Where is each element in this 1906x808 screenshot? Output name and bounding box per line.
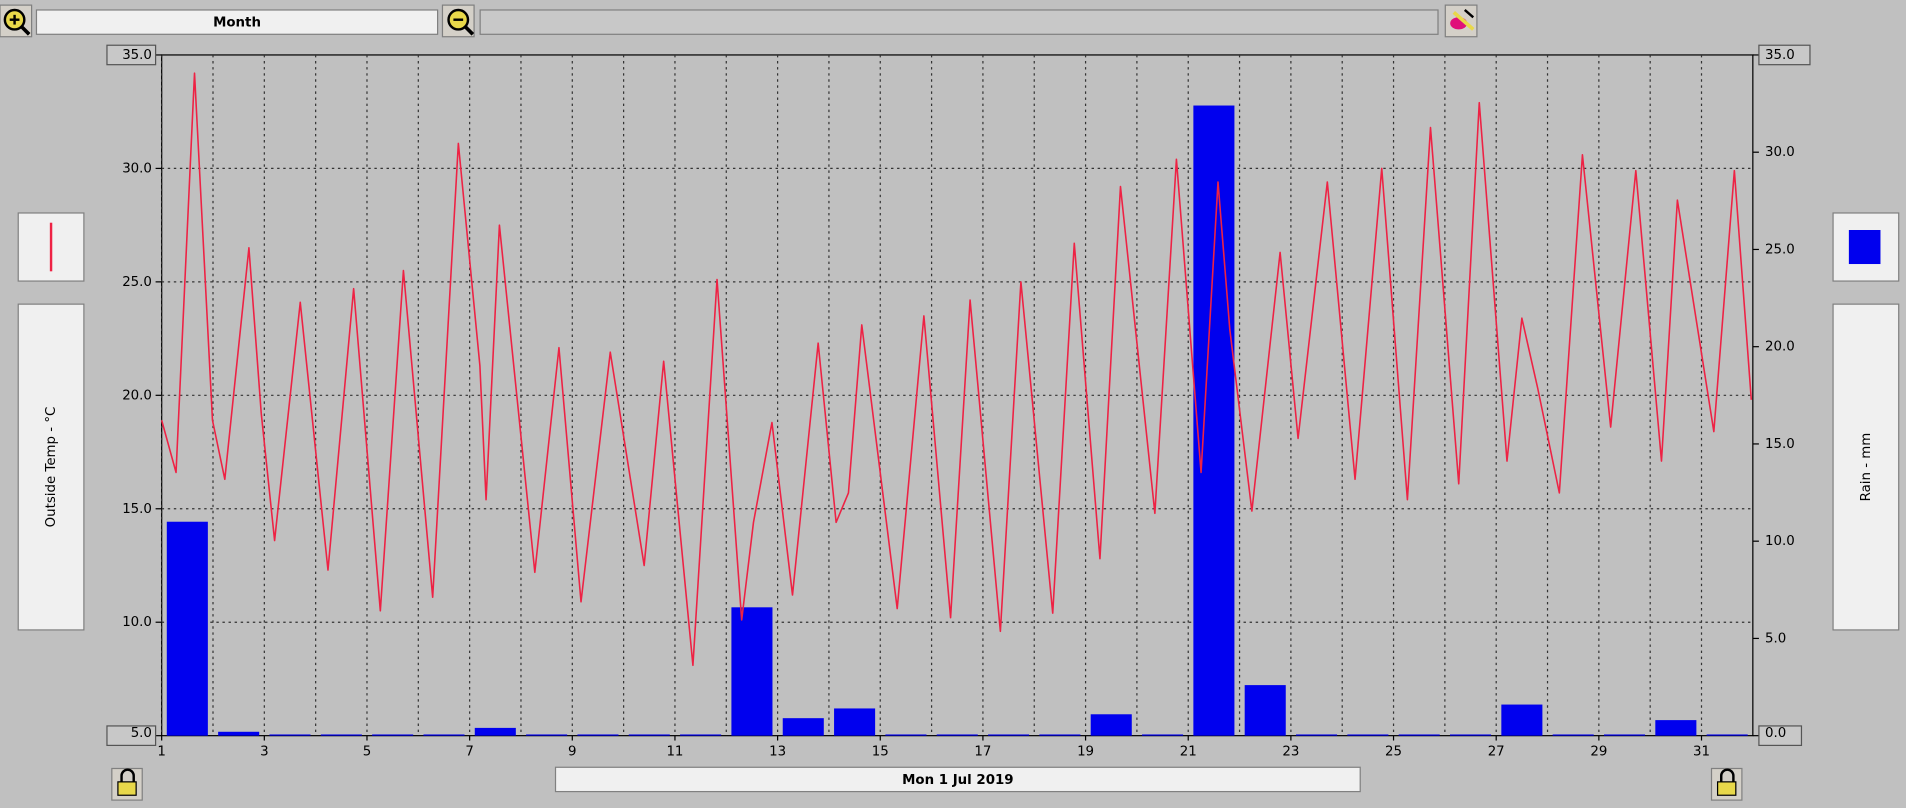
rain-bar xyxy=(423,734,465,736)
color-picker-button[interactable] xyxy=(1444,4,1478,38)
y2-tick-label: 5.0 xyxy=(1765,631,1786,646)
x-tick-label: 1 xyxy=(157,744,166,759)
rain-bar xyxy=(1193,105,1235,736)
rain-bar xyxy=(1706,734,1748,736)
y2-tick-label: 30.0 xyxy=(1765,145,1795,160)
rain-bar xyxy=(577,734,619,736)
y-axis-title: Outside Temp - °C xyxy=(44,407,59,528)
x-tick-label: 17 xyxy=(974,744,991,759)
rain-bar xyxy=(680,734,722,736)
temp-axis-panel[interactable] xyxy=(17,303,85,631)
y-tick-label: 20.0 xyxy=(122,388,152,403)
x-tick-label: 21 xyxy=(1180,744,1197,759)
x-tick-label: 7 xyxy=(465,744,473,759)
temp-legend-swatch[interactable] xyxy=(17,212,85,282)
y2-tick-label: 10.0 xyxy=(1765,534,1795,549)
rain-bar xyxy=(474,727,516,736)
rain-bar xyxy=(372,734,414,736)
rain-bar xyxy=(731,607,773,736)
x-tick-label: 9 xyxy=(568,744,577,759)
rain-bar xyxy=(1296,734,1338,736)
y-tick-label: 25.0 xyxy=(122,275,152,290)
rain-bar xyxy=(628,734,670,736)
y2-tick-label: 0.0 xyxy=(1765,726,1786,741)
rain-bar xyxy=(1039,734,1081,736)
y-tick-box xyxy=(106,44,157,66)
rain-bar xyxy=(1603,734,1646,736)
rain-bar xyxy=(936,734,978,736)
rain-bar xyxy=(1450,734,1492,736)
plot: 1 3 5 7 9 11 13 15 17 19 21 23 25 27 29 315.010.015.020… xyxy=(106,44,1811,759)
y-tick-label: 15.0 xyxy=(122,502,152,517)
rain-bar xyxy=(166,521,208,736)
rain-bar xyxy=(1090,714,1132,736)
y2-tick-box xyxy=(1758,44,1811,66)
rain-bar xyxy=(885,734,927,736)
y-tick-label: 5.0 xyxy=(131,726,152,741)
x-tick-label: 11 xyxy=(666,744,683,759)
y2-tick-label: 15.0 xyxy=(1765,437,1795,452)
x-tick-label: 27 xyxy=(1488,744,1505,759)
lock-right-button[interactable] xyxy=(1710,767,1743,801)
y-tick-label: 30.0 xyxy=(122,161,152,176)
rain-bar xyxy=(988,734,1030,736)
rain-legend-swatch[interactable] xyxy=(1832,212,1900,282)
rain-bar xyxy=(218,731,260,736)
y2-tick-label: 25.0 xyxy=(1765,242,1795,257)
rain-bar xyxy=(1552,734,1594,736)
x-tick-label: 3 xyxy=(260,744,269,759)
date-field[interactable] xyxy=(554,766,1361,793)
x-tick-label: 13 xyxy=(769,744,786,759)
x-tick-label: 29 xyxy=(1590,744,1607,759)
zoom-out-button[interactable] xyxy=(441,4,475,38)
lock-left-button[interactable] xyxy=(111,767,143,801)
x-tick-label: 31 xyxy=(1693,744,1710,759)
rain-bar xyxy=(526,734,568,736)
temp-line xyxy=(160,72,1753,667)
scroll-field[interactable] xyxy=(479,9,1439,35)
zoom-in-button[interactable] xyxy=(0,4,33,38)
rain-bar xyxy=(1655,720,1697,736)
rain-bar xyxy=(782,718,824,736)
x-tick-label: 15 xyxy=(872,744,889,759)
rain-bar xyxy=(320,734,362,736)
rain-bar xyxy=(1501,704,1543,736)
rain-bar xyxy=(1244,685,1286,736)
date-text: Mon 1 Jul 2019 xyxy=(902,773,1013,788)
y2-tick-box xyxy=(1758,725,1803,747)
x-tick-label: 25 xyxy=(1385,744,1402,759)
period-field[interactable] xyxy=(35,9,439,35)
x-tick-label: 5 xyxy=(363,744,372,759)
rain-axis-panel[interactable] xyxy=(1832,303,1900,631)
rain-bar xyxy=(834,708,876,736)
rain-bar xyxy=(1142,734,1184,736)
y-tick-label: 10.0 xyxy=(122,615,152,630)
x-tick-label: 19 xyxy=(1077,744,1094,759)
y-tick-box xyxy=(106,725,157,747)
rain-bar xyxy=(269,734,311,736)
x-tick-label: 23 xyxy=(1282,744,1299,759)
y2-tick-label: 35.0 xyxy=(1765,48,1795,63)
y-tick-label: 35.0 xyxy=(122,48,152,63)
y2-tick-label: 20.0 xyxy=(1765,340,1795,355)
period-text: Month xyxy=(213,16,261,31)
y2-axis-title: Rain - mm xyxy=(1859,433,1874,502)
rain-bar xyxy=(1398,734,1440,736)
rain-bar xyxy=(1347,734,1389,736)
